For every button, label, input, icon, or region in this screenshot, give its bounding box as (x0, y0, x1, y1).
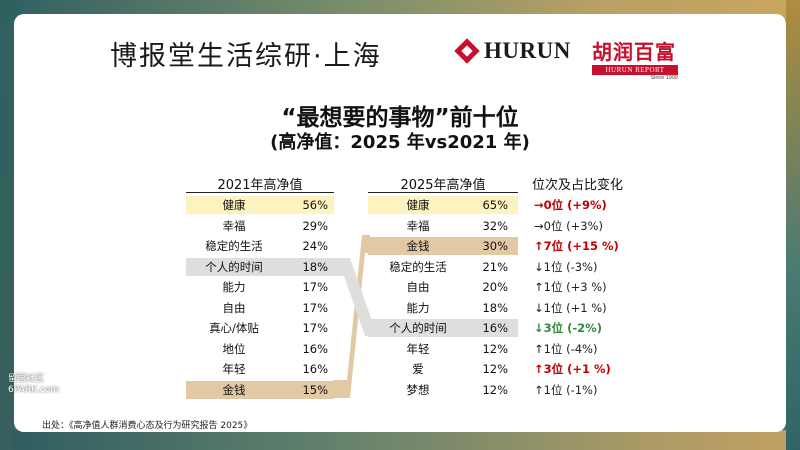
time-connector (333, 258, 371, 336)
change-value: ↓3位 (-2%) (534, 321, 602, 335)
row-percent: 17% (302, 300, 328, 315)
row-percent: 24% (302, 239, 328, 253)
watermark-line1: 留园社区 (8, 374, 45, 384)
row-percent: 17% (302, 280, 328, 294)
hurun-report-logo: 胡润百富 HURUN REPORT Since 1999 (592, 36, 678, 81)
row-label: 幸福 (406, 218, 430, 233)
brand-title: 博报堂生活综研·上海 (110, 41, 382, 72)
row-percent: 65% (482, 198, 508, 212)
row-label: 真心/体贴 (209, 321, 259, 335)
hurun-logo: HURUN (454, 38, 571, 64)
row-label: 幸福 (222, 218, 246, 233)
hurun-cn-wordmark: 胡润百富 (592, 40, 676, 64)
row-label: 自由 (406, 280, 430, 294)
row-label: 个人的时间 (205, 259, 263, 274)
change-value: ↓1位 (-3%) (534, 259, 598, 274)
row-label: 爱 (412, 362, 424, 376)
row-label: 年轻 (406, 341, 430, 356)
row-percent: 18% (302, 259, 328, 274)
background-bottom (0, 430, 800, 450)
change-value: ↑1位 (-1%) (534, 382, 598, 397)
row-label: 年轻 (222, 362, 246, 376)
row-percent: 12% (482, 362, 508, 376)
change-value: ↓1位 (+1 %) (534, 300, 607, 315)
row-percent: 21% (482, 259, 508, 274)
row-percent: 17% (302, 321, 328, 335)
row-label: 稳定的生活 (205, 239, 263, 253)
hurun-report-bar: HURUN REPORT (592, 65, 678, 75)
row-label: 能力 (222, 280, 246, 294)
row-highlight (186, 380, 334, 399)
row-percent: 32% (482, 218, 508, 233)
row-percent: 12% (482, 341, 508, 356)
source-note: 出处：《高净值人群消费心态及行为研究报告 2025》 (42, 421, 253, 431)
row-label: 健康 (222, 198, 246, 212)
background-left (0, 0, 14, 450)
table-2025-header-line (368, 192, 518, 193)
change-value: ↑1位 (+3 %) (534, 280, 607, 294)
row-label: 金钱 (222, 382, 246, 397)
watermark: 留园社区 6PARK.com (8, 374, 59, 396)
hurun-wordmark: HURUN (484, 38, 571, 63)
row-percent: 18% (482, 300, 508, 315)
row-percent: 12% (482, 382, 508, 397)
row-label: 健康 (406, 198, 430, 212)
row-label: 地位 (222, 341, 246, 356)
page-subtitle: (高净值：2025 年vs2021 年) (270, 132, 530, 153)
background-right (786, 0, 800, 450)
change-value: ↑7位 (+15 %) (534, 239, 619, 253)
table-2021-header-line (186, 192, 334, 193)
row-percent: 16% (302, 362, 328, 376)
row-label: 梦想 (406, 382, 430, 397)
page-title: “最想要的事物”前十位 (281, 105, 519, 131)
table-2021-header: 2021年高净值 (217, 178, 303, 193)
change-value: →0位 (+3%) (534, 218, 603, 233)
rank-connectors (333, 235, 371, 398)
row-percent: 16% (482, 321, 508, 335)
row-percent: 30% (482, 239, 508, 253)
hurun-since: Since 1999 (650, 75, 678, 81)
row-label: 个人的时间 (389, 321, 447, 335)
row-highlight (186, 196, 334, 214)
money-connector (333, 235, 370, 398)
row-percent: 16% (302, 341, 328, 356)
row-label: 自由 (222, 300, 246, 315)
change-value: ↑1位 (-4%) (534, 341, 598, 356)
slide: 博报堂生活综研·上海 HURUN 胡润百富 HURUN REPORT Since… (14, 14, 786, 432)
row-percent: 15% (302, 382, 328, 397)
row-percent: 20% (482, 280, 508, 294)
watermark-line2: 6PARK.com (8, 385, 59, 395)
row-label: 能力 (406, 300, 430, 315)
row-highlight (368, 196, 518, 214)
row-highlight (368, 319, 518, 337)
row-highlight (186, 257, 334, 276)
row-label: 金钱 (406, 239, 430, 253)
change-value: →0位 (+9%) (534, 198, 607, 212)
row-percent: 56% (302, 198, 328, 212)
row-percent: 29% (302, 218, 328, 233)
changes-header: 位次及占比变化 (532, 178, 624, 193)
row-label: 稳定的生活 (389, 259, 447, 274)
change-value: ↑3位 (+1 %) (534, 362, 611, 376)
table-2025-header: 2025年高净值 (400, 178, 486, 193)
row-highlight (368, 237, 518, 255)
